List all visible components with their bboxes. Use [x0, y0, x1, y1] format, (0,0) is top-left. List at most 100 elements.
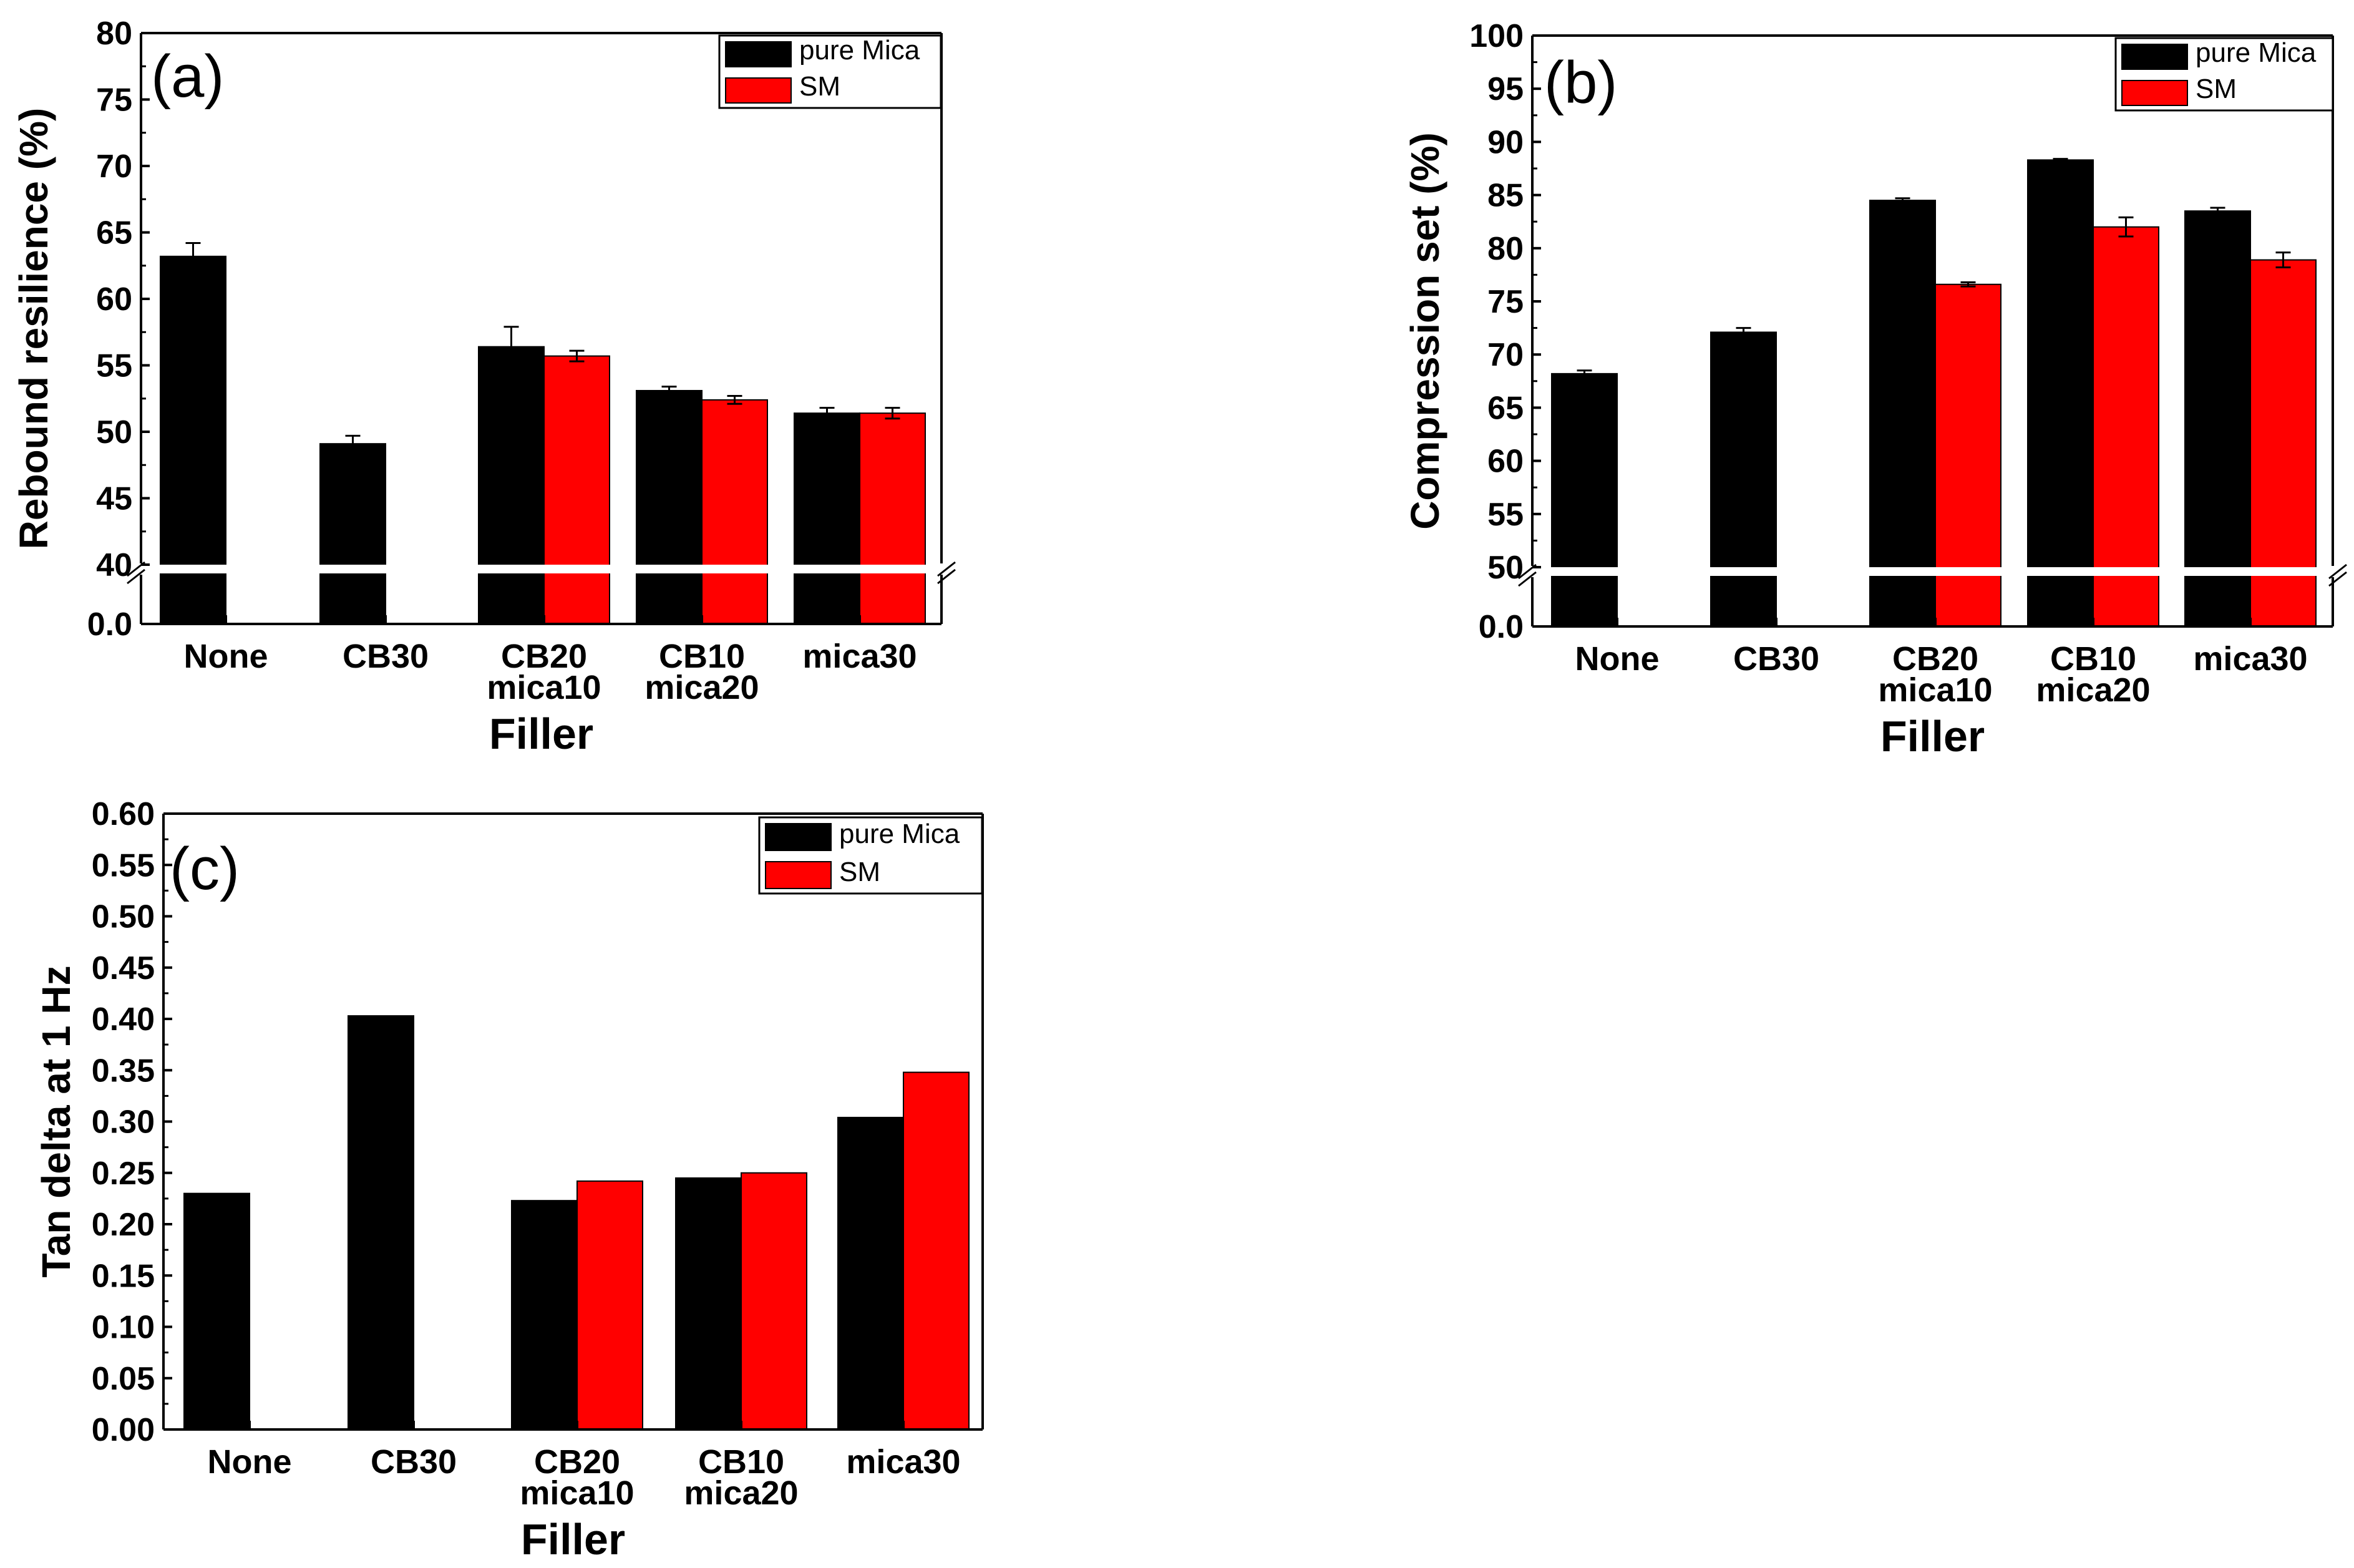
bar-pure-mica-1 [1710, 331, 1777, 628]
axis-break-mark-right-1 [2328, 563, 2347, 580]
y-tick-label: 0.50 [92, 899, 155, 935]
x-tick-label: CB10 [659, 638, 745, 675]
y-tick-label: 0.55 [92, 847, 155, 884]
bar-pure-mica-0 [160, 255, 226, 625]
x-tick-label: CB20 [534, 1443, 620, 1481]
legend-label-sm: SM [839, 857, 880, 887]
bar-pure-mica-3 [675, 1177, 742, 1430]
legend-label-pure-mica: pure Mica [2196, 37, 2317, 68]
y-tick-label: 55 [1487, 497, 1524, 533]
y-tick-label: 55 [96, 348, 132, 384]
bar-pure-mica-0 [1551, 373, 1618, 627]
y-tick-label: 100 [1469, 18, 1524, 54]
legend-swatch-pure-mica [2121, 44, 2188, 70]
y-tick-label: 50 [1487, 550, 1524, 586]
x-tick-label: CB20 [1892, 640, 1978, 678]
y-tick-label: 75 [1487, 284, 1524, 320]
y-tick-label: 45 [96, 481, 132, 517]
bar-sm-3 [701, 399, 768, 625]
x-tick-label: CB10 [2050, 640, 2136, 678]
legend-label-pure-mica: pure Mica [799, 35, 920, 66]
x-tick-label: mica20 [684, 1474, 798, 1512]
bar-pure-mica-2 [511, 1200, 578, 1431]
bar-pure-mica-4 [837, 1116, 904, 1431]
bar-pure-mica-2 [1869, 200, 1936, 627]
bar-pure-mica-4 [2184, 210, 2251, 628]
x-tick-label: mica30 [802, 638, 917, 675]
y-tick-label: 0.30 [92, 1104, 155, 1141]
bar-sm-3 [2093, 226, 2159, 628]
axis-break-mark-left-2 [1518, 571, 1537, 587]
y-tick-label: 75 [96, 82, 132, 119]
x-tick-label: CB30 [371, 1443, 457, 1481]
axis-break-mark-left-2 [127, 568, 145, 585]
bar-sm-4 [903, 1071, 970, 1431]
y-tick-label: 40 [96, 547, 132, 583]
bar-pure-mica-3 [2027, 159, 2094, 628]
x-axis-label: Filler [1880, 712, 1985, 761]
legend-swatch-sm [725, 77, 792, 104]
x-tick-label: mica10 [520, 1474, 634, 1512]
bar-pure-mica-2 [478, 346, 545, 625]
legend-swatch-sm [765, 861, 832, 889]
y-tick-label-lower: 0.0 [87, 606, 132, 643]
y-tick-label: 60 [1487, 444, 1524, 480]
panel-label: (a) [151, 43, 224, 110]
x-tick-label: CB20 [501, 638, 587, 675]
bar-pure-mica-0 [183, 1192, 250, 1431]
y-tick-label: 0.05 [92, 1361, 155, 1397]
y-tick-label: 70 [1487, 337, 1524, 373]
y-tick-label: 0.25 [92, 1156, 155, 1192]
y-tick-label: 0.40 [92, 1001, 155, 1038]
y-tick-label: 0.60 [92, 796, 155, 832]
legend-swatch-pure-mica [765, 823, 832, 851]
y-tick-label: 0.00 [92, 1412, 155, 1448]
y-axis-label: Compression set (%) [1403, 132, 1447, 530]
axis-break-mark-right-1 [937, 561, 956, 577]
x-tick-label: mica10 [487, 669, 601, 706]
y-tick-label: 0.45 [92, 950, 155, 986]
bar-sm-3 [741, 1172, 807, 1430]
axis-break-gap [116, 565, 966, 573]
x-axis-label: Filler [521, 1515, 625, 1564]
axis-break-gap [1507, 567, 2354, 576]
bar-pure-mica-4 [794, 412, 860, 625]
chart-panel-c: 0.00 0.05 0.10 0.15 0.20 0.25 0.30 0.35 0.40 0.45… [34, 796, 984, 1564]
y-axis-label: Rebound resilience (%) [11, 108, 56, 550]
y-tick-label: 85 [1487, 178, 1524, 214]
x-tick-label: None [184, 638, 268, 675]
legend-label-pure-mica: pure Mica [839, 819, 960, 849]
legend-label-sm: SM [799, 71, 840, 102]
y-tick-label: 0.35 [92, 1053, 155, 1089]
x-tick-label: None [1575, 640, 1660, 678]
legend-label-sm: SM [2196, 74, 2237, 104]
y-tick-label-lower: 0.0 [1479, 609, 1524, 645]
y-tick-label: 50 [96, 414, 132, 450]
bar-pure-mica-1 [319, 443, 386, 625]
y-tick-label: 95 [1487, 71, 1524, 107]
bar-sm-4 [2250, 259, 2317, 627]
y-tick-label: 0.10 [92, 1310, 155, 1346]
panel-label: (c) [170, 835, 240, 902]
bar-pure-mica-3 [636, 389, 703, 625]
x-tick-label: mica20 [644, 669, 759, 706]
bar-sm-4 [859, 412, 926, 625]
y-tick-label: 65 [1487, 390, 1524, 426]
y-tick-label: 65 [96, 215, 132, 251]
x-tick-label: mica30 [2193, 640, 2307, 678]
x-tick-label: CB30 [343, 638, 429, 675]
x-tick-label: CB30 [1733, 640, 1819, 678]
y-tick-label: 0.15 [92, 1258, 155, 1294]
bar-sm-2 [543, 355, 610, 625]
y-tick-label: 60 [96, 281, 132, 318]
legend-swatch-sm [2121, 80, 2188, 106]
bar-pure-mica-1 [348, 1015, 414, 1430]
x-tick-label: mica10 [1878, 671, 1992, 709]
y-tick-label: 80 [96, 16, 132, 52]
y-tick-label: 90 [1487, 124, 1524, 160]
x-axis-label: Filler [489, 709, 593, 758]
x-tick-label: mica30 [846, 1443, 960, 1481]
legend-swatch-pure-mica [725, 41, 792, 67]
